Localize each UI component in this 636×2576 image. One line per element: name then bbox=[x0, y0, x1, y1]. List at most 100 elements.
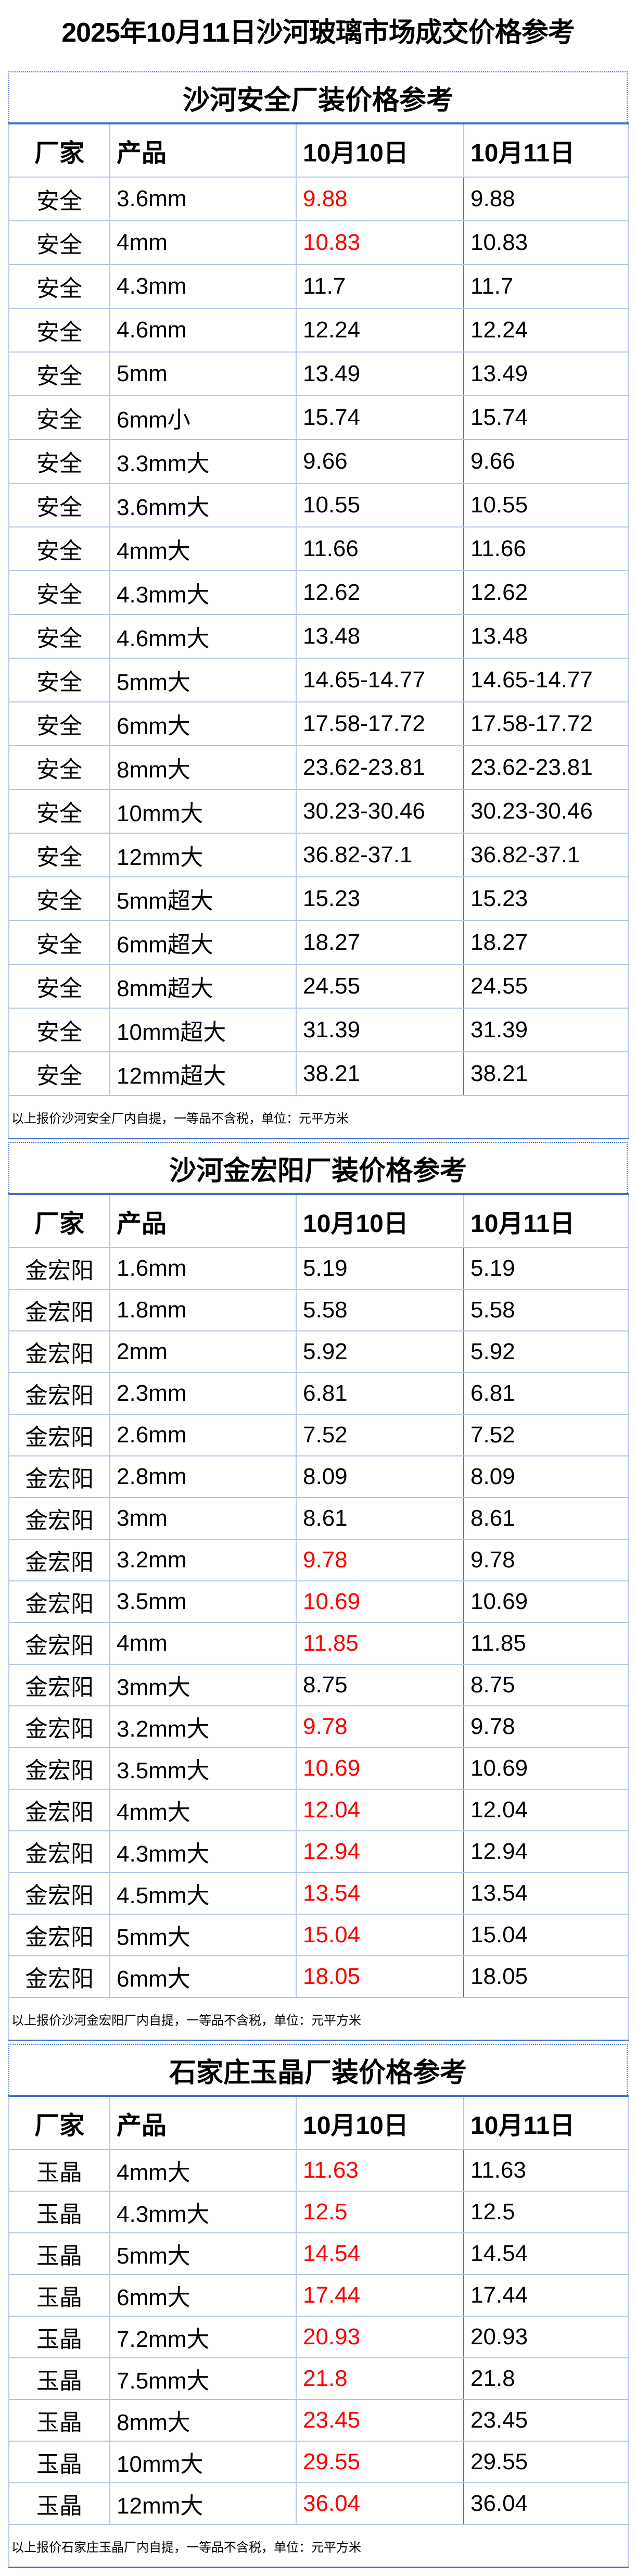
column-header-product: 产品 bbox=[109, 123, 297, 178]
manufacturer-cell: 安全 bbox=[8, 177, 110, 221]
manufacturer-cell: 安全 bbox=[8, 745, 110, 790]
table-row: 金宏阳 3mm 8.61 8.61 bbox=[8, 1497, 629, 1540]
manufacturer-cell: 玉晶 bbox=[8, 2399, 110, 2442]
price-prev-cell: 23.45 bbox=[296, 2399, 464, 2442]
table-row: 安全 5mm 13.49 13.49 bbox=[8, 351, 629, 396]
product-cell: 3mm bbox=[109, 1497, 297, 1540]
product-cell: 4.5mm大 bbox=[109, 1872, 297, 1915]
manufacturer-cell: 金宏阳 bbox=[8, 1330, 110, 1373]
column-header-manufacturer: 厂家 bbox=[8, 1193, 110, 1248]
price-cur-cell: 15.04 bbox=[463, 1914, 629, 1956]
price-table: 厂家 产品 10月10日 10月11日 安全 3.6mm 9.88 9.88 安全 4mm 10.8… bbox=[8, 122, 629, 1139]
manufacturer-cell: 金宏阳 bbox=[8, 1914, 110, 1956]
table-row: 金宏阳 2.8mm 8.09 8.09 bbox=[8, 1455, 629, 1498]
manufacturer-cell: 安全 bbox=[8, 526, 110, 571]
product-cell: 2.3mm bbox=[109, 1372, 297, 1415]
price-prev-cell: 11.85 bbox=[296, 1622, 464, 1665]
header-row: 厂家 产品 10月10日 10月11日 bbox=[8, 2095, 629, 2150]
table-row: 安全 6mm超大 18.27 18.27 bbox=[8, 920, 629, 965]
manufacturer-cell: 安全 bbox=[8, 220, 110, 265]
manufacturer-cell: 安全 bbox=[8, 789, 110, 834]
table-row: 金宏阳 3.2mm大 9.78 9.78 bbox=[8, 1705, 629, 1748]
price-cur-cell: 11.63 bbox=[463, 2149, 629, 2192]
section-title: 石家庄玉晶厂装价格参考 bbox=[8, 2044, 628, 2095]
price-cur-cell: 10.69 bbox=[463, 1580, 629, 1623]
manufacturer-cell: 金宏阳 bbox=[8, 1872, 110, 1915]
manufacturer-cell: 金宏阳 bbox=[8, 1289, 110, 1331]
price-prev-cell: 10.69 bbox=[296, 1747, 464, 1790]
price-cur-cell: 12.24 bbox=[463, 308, 629, 353]
price-cur-cell: 9.78 bbox=[463, 1539, 629, 1581]
price-section: 沙河金宏阳厂装价格参考 厂家 产品 10月10日 10月11日 金宏阳 1.6mm 5.19 5… bbox=[8, 1142, 629, 2041]
manufacturer-cell: 金宏阳 bbox=[8, 1622, 110, 1665]
manufacturer-cell: 金宏阳 bbox=[8, 1580, 110, 1623]
manufacturer-cell: 安全 bbox=[8, 439, 110, 484]
price-cur-cell: 31.39 bbox=[463, 1008, 629, 1052]
price-prev-cell: 9.78 bbox=[296, 1705, 464, 1748]
price-prev-cell: 18.27 bbox=[296, 920, 464, 965]
price-prev-cell: 14.65-14.77 bbox=[296, 658, 464, 702]
section-note: 以上报价石家庄玉晶厂内自提，一等品不含税，单位：元平方米 bbox=[8, 2524, 629, 2568]
product-cell: 4mm大 bbox=[109, 1789, 297, 1831]
product-cell: 2.6mm bbox=[109, 1414, 297, 1456]
manufacturer-cell: 金宏阳 bbox=[8, 1247, 110, 1290]
table-row: 金宏阳 4.3mm大 12.94 12.94 bbox=[8, 1830, 629, 1873]
product-cell: 4.3mm大 bbox=[109, 570, 297, 615]
product-cell: 6mm大 bbox=[109, 701, 297, 746]
product-cell: 8mm超大 bbox=[109, 964, 297, 1009]
price-prev-cell: 18.05 bbox=[296, 1955, 464, 1998]
price-cur-cell: 36.82-37.1 bbox=[463, 833, 629, 877]
manufacturer-cell: 玉晶 bbox=[8, 2274, 110, 2317]
price-cur-cell: 8.75 bbox=[463, 1664, 629, 1706]
price-cur-cell: 10.83 bbox=[463, 220, 629, 265]
product-cell: 12mm大 bbox=[109, 2482, 297, 2525]
manufacturer-cell: 安全 bbox=[8, 658, 110, 702]
table-row: 金宏阳 2mm 5.92 5.92 bbox=[8, 1330, 629, 1373]
table-row: 安全 4mm 10.83 10.83 bbox=[8, 220, 629, 265]
product-cell: 4mm bbox=[109, 220, 297, 265]
manufacturer-cell: 安全 bbox=[8, 483, 110, 527]
price-cur-cell: 18.27 bbox=[463, 920, 629, 965]
price-section: 沙河安全厂装价格参考 厂家 产品 10月10日 10月11日 安全 3.6mm 9.88 9.8… bbox=[8, 71, 629, 1139]
manufacturer-cell: 玉晶 bbox=[8, 2316, 110, 2358]
table-row: 安全 4.6mm大 13.48 13.48 bbox=[8, 614, 629, 659]
manufacturer-cell: 玉晶 bbox=[8, 2149, 110, 2192]
price-prev-cell: 31.39 bbox=[296, 1008, 464, 1052]
product-cell: 12mm超大 bbox=[109, 1051, 297, 1096]
price-prev-cell: 15.04 bbox=[296, 1914, 464, 1956]
table-row: 安全 4.6mm 12.24 12.24 bbox=[8, 308, 629, 353]
manufacturer-cell: 安全 bbox=[8, 614, 110, 659]
manufacturer-cell: 金宏阳 bbox=[8, 1747, 110, 1790]
table-row: 金宏阳 3.5mm大 10.69 10.69 bbox=[8, 1747, 629, 1790]
price-cur-cell: 11.66 bbox=[463, 526, 629, 571]
product-cell: 4mm大 bbox=[109, 526, 297, 571]
product-cell: 8mm大 bbox=[109, 745, 297, 790]
price-table: 厂家 产品 10月10日 10月11日 玉晶 4mm大 11.63 11.63 玉晶 4.3mm大… bbox=[8, 2095, 629, 2568]
table-row: 安全 10mm超大 31.39 31.39 bbox=[8, 1008, 629, 1052]
table-row: 金宏阳 1.6mm 5.19 5.19 bbox=[8, 1247, 629, 1290]
product-cell: 6mm大 bbox=[109, 2274, 297, 2317]
manufacturer-cell: 安全 bbox=[8, 264, 110, 309]
product-cell: 3.3mm大 bbox=[109, 439, 297, 484]
product-cell: 5mm大 bbox=[109, 658, 297, 702]
price-prev-cell: 7.52 bbox=[296, 1414, 464, 1456]
price-cur-cell: 11.7 bbox=[463, 264, 629, 309]
price-prev-cell: 8.09 bbox=[296, 1455, 464, 1498]
table-row: 玉晶 8mm大 23.45 23.45 bbox=[8, 2399, 629, 2442]
price-cur-cell: 23.62-23.81 bbox=[463, 745, 629, 790]
price-prev-cell: 36.82-37.1 bbox=[296, 833, 464, 877]
price-prev-cell: 10.69 bbox=[296, 1580, 464, 1623]
price-prev-cell: 8.61 bbox=[296, 1497, 464, 1540]
product-cell: 8mm大 bbox=[109, 2399, 297, 2442]
price-cur-cell: 12.04 bbox=[463, 1789, 629, 1831]
manufacturer-cell: 安全 bbox=[8, 876, 110, 921]
price-cur-cell: 21.8 bbox=[463, 2357, 629, 2400]
price-cur-cell: 5.58 bbox=[463, 1289, 629, 1331]
price-prev-cell: 17.44 bbox=[296, 2274, 464, 2317]
product-cell: 6mm大 bbox=[109, 1955, 297, 1998]
manufacturer-cell: 玉晶 bbox=[8, 2232, 110, 2275]
price-prev-cell: 11.63 bbox=[296, 2149, 464, 2192]
price-prev-cell: 5.58 bbox=[296, 1289, 464, 1331]
table-row: 玉晶 6mm大 17.44 17.44 bbox=[8, 2274, 629, 2317]
price-cur-cell: 23.45 bbox=[463, 2399, 629, 2442]
